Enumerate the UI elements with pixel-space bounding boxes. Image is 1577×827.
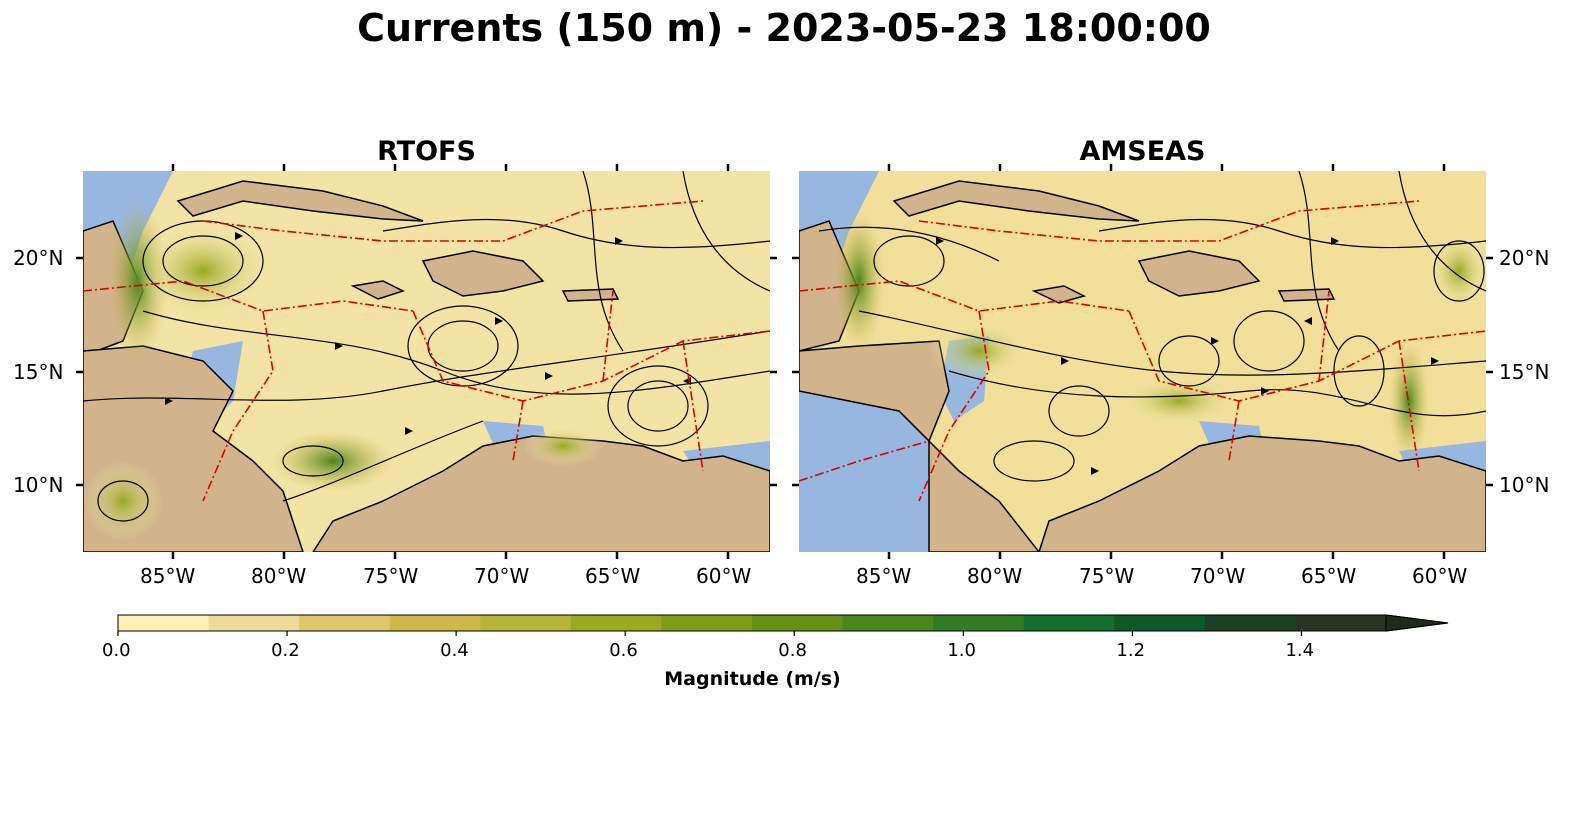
lon-label-right: 70°W <box>1190 564 1246 588</box>
colorbar-label: Magnitude (m/s) <box>664 668 841 690</box>
colorbar-tick-label: 1.4 <box>1285 640 1315 661</box>
colorbar-cell <box>118 615 210 631</box>
colorbar-frame <box>117 614 1449 632</box>
colorbar-cell <box>389 615 481 631</box>
land-cuba <box>892 180 1140 222</box>
panel-title-rtofs: RTOFS <box>377 136 476 167</box>
colorbar-cell <box>842 615 934 631</box>
land-central-america <box>799 340 950 443</box>
colorbar-cell <box>661 615 753 631</box>
eddy-highlight <box>133 221 273 321</box>
colorbar-tick-marks <box>117 631 1303 636</box>
colorbar-cells <box>117 614 1449 632</box>
eez-boundaries <box>799 200 1486 502</box>
lon-label-right: 80°W <box>967 564 1023 588</box>
land-south-america <box>1038 435 1486 552</box>
eddy-highlight <box>1429 231 1486 311</box>
lat-label-right: 15°N <box>1499 360 1550 384</box>
colorbar-cell <box>1023 615 1115 631</box>
panel-title-amseas: AMSEAS <box>1079 136 1206 167</box>
colorbar-tick-label: 0.8 <box>778 640 807 661</box>
eddy-highlight <box>1119 376 1239 426</box>
lon-label-right: 85°W <box>856 564 912 588</box>
land-jamaica <box>350 280 405 300</box>
lon-label-right: 60°W <box>1412 564 1468 588</box>
lon-label-left: 85°W <box>140 564 196 588</box>
lon-label-left: 70°W <box>474 564 530 588</box>
lon-label-left: 75°W <box>363 564 419 588</box>
colorbar-cell <box>752 615 844 631</box>
lat-label-right: 20°N <box>1499 246 1550 270</box>
colorbar-tick-label: 1.2 <box>1116 640 1146 661</box>
lon-label-left: 80°W <box>251 564 307 588</box>
colorbar-tick-label: 0.4 <box>440 640 469 661</box>
fast-current-antilles <box>1389 341 1429 461</box>
colorbar-tick-label: 0.0 <box>102 640 131 661</box>
land-puerto-rico <box>1277 288 1336 302</box>
colorbar-tick-label: 0.2 <box>271 640 300 661</box>
colorbar-cell <box>933 615 1025 631</box>
fast-current-yucatan <box>834 211 884 351</box>
eddy-highlight <box>523 426 603 466</box>
land-hispaniola <box>1137 250 1261 297</box>
colorbar-tick-label: 1.0 <box>947 640 976 661</box>
eddy-highlight <box>83 461 163 541</box>
colorbar-cell <box>1114 615 1206 631</box>
lat-label-left: 20°N <box>13 246 64 270</box>
lon-label-right: 65°W <box>1301 564 1357 588</box>
land-jamaica <box>1031 285 1087 304</box>
colorbar-cell <box>208 615 300 631</box>
land-puerto-rico <box>561 288 620 302</box>
map-svg-rtofs <box>83 171 770 552</box>
streamline-arrows <box>936 237 1439 475</box>
colorbar-extend-arrow <box>1385 614 1449 632</box>
lat-label-left: 15°N <box>13 360 64 384</box>
colorbar-tick-label: 0.6 <box>609 640 638 661</box>
pacific-ocean <box>799 391 939 552</box>
colorbar-cell <box>299 615 391 631</box>
colorbar-cell <box>1204 615 1296 631</box>
colorbar-cell <box>1295 615 1387 631</box>
land-hispaniola <box>421 250 545 297</box>
lon-label-right: 75°W <box>1079 564 1135 588</box>
eddy-highlight <box>273 431 393 491</box>
lat-label-left: 10°N <box>13 473 64 497</box>
streamlines <box>818 171 1486 482</box>
land-cuba <box>176 180 424 222</box>
colorbar <box>117 614 1449 636</box>
map-panel-amseas <box>799 171 1486 552</box>
lat-label-right: 10°N <box>1499 473 1550 497</box>
figure-title: Currents (150 m) - 2023-05-23 18:00:00 <box>357 6 1211 50</box>
lon-label-left: 65°W <box>585 564 641 588</box>
map-panel-rtofs <box>83 171 770 552</box>
colorbar-cell <box>480 615 572 631</box>
lon-label-left: 60°W <box>696 564 752 588</box>
eez-boundaries <box>83 200 770 502</box>
eddy-highlight <box>929 321 1029 381</box>
colorbar-cell <box>570 615 662 631</box>
map-svg-amseas <box>799 171 1486 552</box>
land-panama <box>928 439 1040 552</box>
land-south-america <box>312 435 770 552</box>
